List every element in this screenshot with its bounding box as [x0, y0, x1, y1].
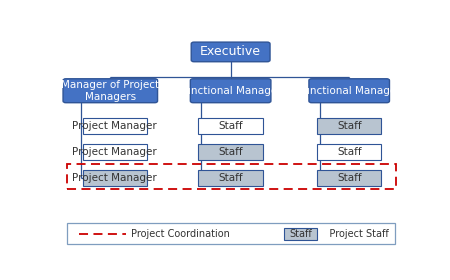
FancyBboxPatch shape — [63, 79, 158, 103]
FancyBboxPatch shape — [309, 79, 390, 103]
Text: Staff: Staff — [289, 229, 312, 239]
Bar — [284, 228, 317, 240]
Text: Project Manager: Project Manager — [72, 147, 157, 157]
Bar — [67, 223, 395, 244]
Bar — [317, 170, 382, 186]
Text: Project Manager: Project Manager — [72, 173, 157, 183]
Bar — [198, 118, 263, 134]
Text: Functional Manager: Functional Manager — [298, 86, 400, 96]
Bar — [317, 144, 382, 160]
Bar — [83, 170, 147, 186]
FancyBboxPatch shape — [190, 79, 271, 103]
Bar — [83, 144, 147, 160]
Bar — [317, 118, 382, 134]
Text: Executive: Executive — [200, 45, 261, 59]
Text: Staff: Staff — [218, 173, 243, 183]
Text: Project Coordination: Project Coordination — [131, 229, 230, 239]
Bar — [67, 164, 396, 189]
Text: Manager of Project
Managers: Manager of Project Managers — [61, 80, 159, 102]
Text: Staff: Staff — [337, 173, 361, 183]
Text: Staff: Staff — [218, 121, 243, 131]
Text: Functional Manager: Functional Manager — [179, 86, 282, 96]
Bar — [83, 118, 147, 134]
Text: Staff: Staff — [218, 147, 243, 157]
Text: Project Staff: Project Staff — [320, 229, 388, 239]
Text: Staff: Staff — [337, 121, 361, 131]
Text: Project Manager: Project Manager — [72, 121, 157, 131]
Bar — [198, 144, 263, 160]
Bar — [198, 170, 263, 186]
FancyBboxPatch shape — [191, 42, 270, 62]
Text: Staff: Staff — [337, 147, 361, 157]
